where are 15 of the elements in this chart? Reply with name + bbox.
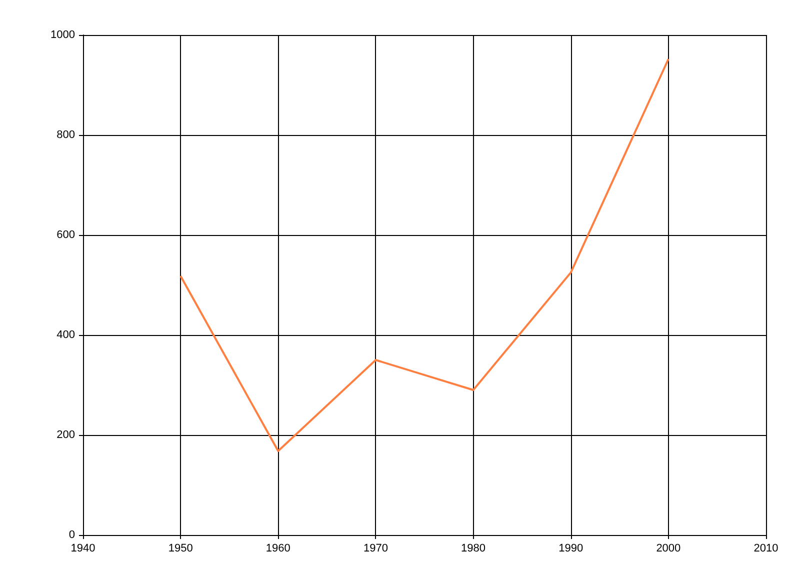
x-tick-label: 2000 <box>656 542 681 554</box>
x-tick-label: 1960 <box>266 542 290 554</box>
y-tick-label: 0 <box>68 529 75 541</box>
y-tick-label: 200 <box>56 429 75 441</box>
x-tick-label: 1950 <box>168 542 193 554</box>
x-tick-label: 1940 <box>70 542 96 554</box>
x-tick-label: 2010 <box>754 542 778 554</box>
y-tick-label: 400 <box>56 329 75 341</box>
y-tick-label: 800 <box>56 129 75 141</box>
x-tick-label: 1970 <box>363 542 388 554</box>
y-tick-label: 1000 <box>50 29 75 41</box>
x-tick-label: 1990 <box>558 542 584 554</box>
x-tick-label: 1980 <box>461 542 486 554</box>
line-series <box>180 58 670 452</box>
y-tick-label: 600 <box>56 229 75 241</box>
